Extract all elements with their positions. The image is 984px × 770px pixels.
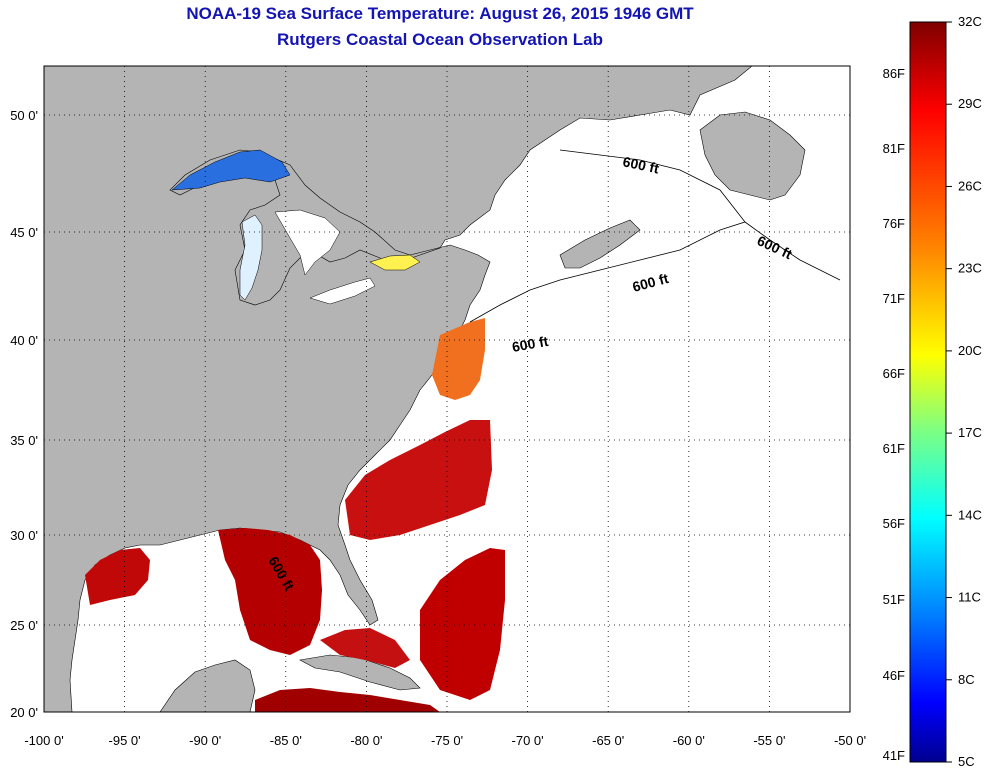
lon-tick-label: -80 0' bbox=[350, 733, 382, 748]
lake-superior bbox=[171, 149, 291, 191]
colorbar-fahrenheit-label: 76F bbox=[883, 216, 905, 231]
colorbar-fahrenheit-label: 46F bbox=[883, 668, 905, 683]
land-yucatan bbox=[159, 659, 256, 712]
colorbar-fahrenheit-label: 81F bbox=[883, 141, 905, 156]
colorbar-celsius-label: 26C bbox=[958, 178, 982, 193]
lat-tick-label: 35 0' bbox=[10, 433, 38, 448]
colorbar-fahrenheit-label: 51F bbox=[883, 592, 905, 607]
lon-tick-label: -85 0' bbox=[270, 733, 302, 748]
map-title: NOAA-19 Sea Surface Temperature: August … bbox=[186, 4, 694, 23]
lon-tick-label: -95 0' bbox=[109, 733, 141, 748]
sst-atlantic-bight bbox=[432, 318, 485, 400]
colorbar-celsius-label: 20C bbox=[958, 343, 982, 358]
lon-tick-label: -75 0' bbox=[431, 733, 463, 748]
land-newfoundland bbox=[699, 111, 806, 201]
colorbar-celsius-label: 29C bbox=[958, 96, 982, 111]
lat-tick-label: 50 0' bbox=[10, 108, 38, 123]
lon-tick-label: -55 0' bbox=[753, 733, 785, 748]
colorbar-fahrenheit-label: 56F bbox=[883, 516, 905, 531]
isobath-label: 600 ft bbox=[511, 333, 550, 355]
lat-tick-label: 40 0' bbox=[10, 333, 38, 348]
lat-tick-label: 20 0' bbox=[10, 705, 38, 720]
colorbar-celsius-label: 14C bbox=[958, 507, 982, 522]
sst-bahamas bbox=[420, 548, 505, 700]
colorbar-celsius-label: 32C bbox=[958, 14, 982, 29]
lon-tick-label: -65 0' bbox=[592, 733, 624, 748]
lon-tick-label: -90 0' bbox=[189, 733, 221, 748]
sst-atlantic-southeast bbox=[345, 420, 492, 540]
colorbar bbox=[909, 21, 947, 763]
lake-huron bbox=[274, 209, 341, 276]
lon-tick-label: -50 0' bbox=[834, 733, 866, 748]
lat-tick-label: 25 0' bbox=[10, 618, 38, 633]
map-border bbox=[43, 65, 851, 713]
colorbar-labels: 32C 29C 26C 23C 20C 17C 14C 11C 8C 5C 86F 81F 76F 71F… bbox=[883, 14, 982, 769]
lat-tick-label: 30 0' bbox=[10, 528, 38, 543]
lake-ontario bbox=[369, 254, 421, 271]
sst-gulf-northeast bbox=[218, 528, 322, 655]
isobath-label: 600 ft bbox=[621, 153, 660, 176]
colorbar-fahrenheit-label: 66F bbox=[883, 366, 905, 381]
colorbar-celsius-label: 23C bbox=[958, 261, 982, 276]
colorbar-fahrenheit-label: 71F bbox=[883, 291, 905, 306]
map-subtitle: Rutgers Coastal Ocean Observation Lab bbox=[277, 30, 603, 49]
lon-tick-label: -70 0' bbox=[512, 733, 544, 748]
colorbar-fahrenheit-label: 86F bbox=[883, 66, 905, 81]
lon-tick-label: -100 0' bbox=[24, 733, 63, 748]
colorbar-celsius-label: 8C bbox=[958, 672, 975, 687]
isobath-600ft-line-north bbox=[559, 149, 746, 223]
sst-caribbean bbox=[255, 688, 440, 712]
isobath-600ft-line bbox=[469, 221, 841, 323]
colorbar-celsius-label: 17C bbox=[958, 425, 982, 440]
colorbar-fahrenheit-label: 61F bbox=[883, 441, 905, 456]
colorbar-fahrenheit-label: 41F bbox=[883, 748, 905, 763]
lake-michigan bbox=[239, 214, 263, 301]
lon-tick-label: -60 0' bbox=[673, 733, 705, 748]
colorbar-celsius-label: 11C bbox=[958, 590, 981, 605]
sst-florida-straits bbox=[320, 628, 410, 668]
lake-erie bbox=[309, 277, 376, 305]
colorbar-celsius-label: 5C bbox=[958, 754, 975, 769]
axis-ticks: -100 0' -95 0' -90 0' -85 0' -80 0' -75 0' -70… bbox=[10, 108, 866, 748]
sst-gulf-west bbox=[85, 548, 150, 605]
land-north-america bbox=[44, 66, 753, 712]
lat-tick-label: 45 0' bbox=[10, 225, 38, 240]
